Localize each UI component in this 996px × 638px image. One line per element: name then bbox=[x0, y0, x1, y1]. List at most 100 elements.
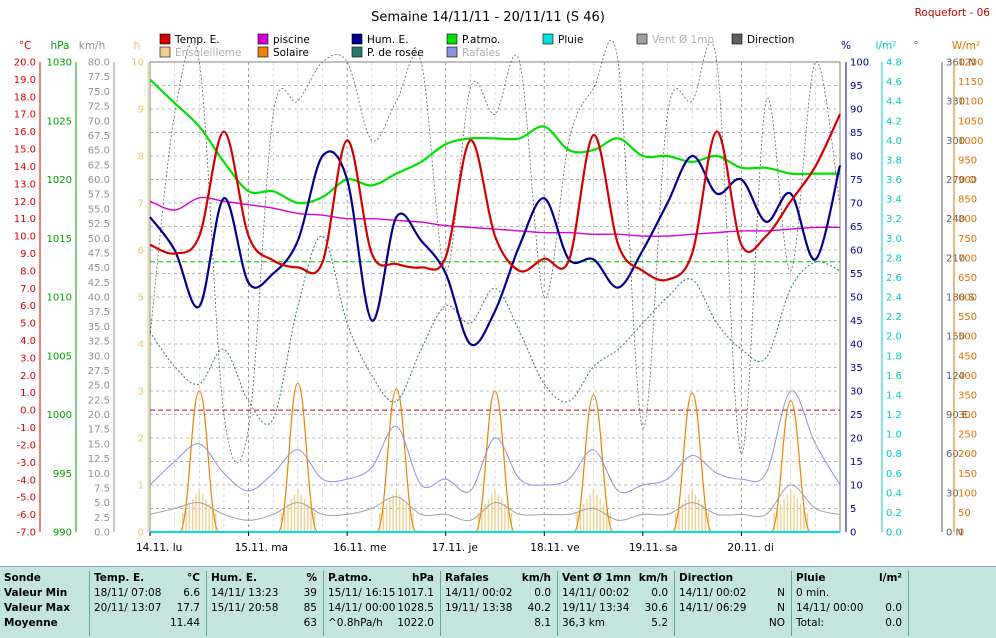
axis-tick-wind-29: 7.5 bbox=[94, 483, 110, 494]
x-tick-label-2: 16.11. me bbox=[333, 542, 386, 554]
axis-tick-temp-13: 7.0 bbox=[20, 284, 36, 295]
stats-patmo-date-1: 14/11/ 00:00 bbox=[328, 602, 396, 614]
stats-hum-date-1: 15/11/ 20:58 bbox=[211, 602, 279, 614]
axis-tick-wind-7: 62.5 bbox=[88, 160, 110, 171]
stats-vent-value-0: 0.0 bbox=[651, 587, 668, 599]
stats-rafales-row-1: 19/11/ 13:38 40.2 bbox=[445, 602, 551, 616]
chart-axes: °C20.019.018.017.016.015.014.013.012.011… bbox=[14, 40, 984, 539]
solar-peak-18 bbox=[573, 394, 615, 533]
axis-tick-sun-4: 6 bbox=[138, 246, 144, 257]
axis-tick-solar-1: 1150 bbox=[958, 77, 983, 88]
axis-tick-rain-12: 2.4 bbox=[886, 293, 902, 304]
axis-tick-rain-18: 1.2 bbox=[886, 410, 902, 421]
axis-unit-temp: °C bbox=[19, 40, 32, 52]
axis-tick-wind-22: 25.0 bbox=[88, 381, 110, 392]
axis-tick-solar-10: 700 bbox=[958, 253, 977, 264]
stats-label-min: Valeur Min bbox=[4, 587, 68, 599]
series-line-rafales bbox=[149, 390, 841, 494]
axis-tick-wind-17: 37.5 bbox=[88, 307, 110, 318]
axis-tick-solar-9: 750 bbox=[958, 234, 977, 245]
stats-vent-row-2: 36,3 km 5.2 bbox=[562, 617, 668, 631]
axis-tick-wind-3: 72.5 bbox=[88, 102, 110, 113]
axis-tick-rain-0: 4.8 bbox=[886, 58, 902, 69]
stats-rafales-header: Rafales bbox=[445, 572, 489, 584]
axis-tick-temp-15: 5.0 bbox=[20, 319, 36, 330]
stats-hum-value-2: 63 bbox=[303, 617, 317, 629]
axis-tick-temp-12: 8.0 bbox=[20, 266, 36, 277]
stats-rafales-unit: km/h bbox=[521, 572, 551, 584]
chart-background bbox=[0, 0, 996, 565]
axis-tick-hum-10: 50 bbox=[850, 293, 863, 304]
axis-tick-solar-0: 1200 bbox=[958, 58, 983, 69]
axis-tick-rain-2: 4.4 bbox=[886, 97, 902, 108]
legend-label-8: Solaire bbox=[273, 47, 309, 59]
stats-sonde: Sonde Valeur Min Valeur Max Moyenne bbox=[0, 567, 88, 638]
axis-tick-wind-2: 75.0 bbox=[88, 87, 110, 98]
axis-unit-dir: ° bbox=[913, 40, 918, 52]
legend-swatch-2 bbox=[351, 33, 363, 45]
axis-tick-dir-11: 30 bbox=[946, 488, 959, 499]
chart-legend: Temp. E. piscine Hum. E. P.atmo. Pluie Vent Ø… bbox=[159, 33, 794, 59]
axis-tick-wind-30: 5.0 bbox=[94, 498, 110, 509]
axis-tick-wind-12: 50.0 bbox=[88, 234, 110, 245]
axis-tick-hum-13: 35 bbox=[850, 363, 863, 374]
legend-swatch-7 bbox=[159, 46, 171, 58]
stats-hum-row-1: 15/11/ 20:58 85 bbox=[211, 602, 317, 616]
axis-tick-wind-23: 22.5 bbox=[88, 395, 110, 406]
axis-tick-temp-7: 13.0 bbox=[14, 179, 36, 190]
axis-tick-dir-1: 330 bbox=[946, 97, 965, 108]
axis-tick-wind-18: 35.0 bbox=[88, 322, 110, 333]
x-tick-label-6: 20.11. di bbox=[727, 542, 773, 554]
axis-tick-rain-8: 3.2 bbox=[886, 214, 902, 225]
stats-direction-row-0: 14/11/ 00:02 N bbox=[679, 587, 785, 601]
stats-direction-value-1: N bbox=[777, 602, 785, 614]
axis-tick-wind-27: 12.5 bbox=[88, 454, 110, 465]
axis-tick-wind-9: 57.5 bbox=[88, 190, 110, 201]
axis-tick-wind-26: 15.0 bbox=[88, 439, 110, 450]
axis-tick-temp-11: 9.0 bbox=[20, 249, 36, 260]
stats-pluie-date-0: 0 min. bbox=[796, 587, 830, 599]
stats-hum-date-0: 14/11/ 13:23 bbox=[211, 587, 279, 599]
stats-patmo-unit: hPa bbox=[412, 572, 434, 584]
axis-unit-solar: W/m² bbox=[952, 40, 980, 52]
axis-tick-hum-7: 65 bbox=[850, 222, 863, 233]
axis-tick-hum-16: 20 bbox=[850, 434, 863, 445]
stats-temp-value-1: 17.7 bbox=[176, 602, 200, 614]
axis-tick-temp-14: 6.0 bbox=[20, 301, 36, 312]
axis-tick-solar-16: 400 bbox=[958, 371, 977, 382]
axis-tick-hum-12: 40 bbox=[850, 340, 863, 351]
stats-hum-header: Hum. E. bbox=[211, 572, 258, 584]
axis-tick-temp-3: 17.0 bbox=[14, 110, 36, 121]
legend-swatch-5 bbox=[636, 33, 648, 45]
solar-peak-10 bbox=[375, 388, 417, 533]
axis-tick-wind-28: 10.0 bbox=[88, 469, 110, 480]
axis-tick-hum-6: 70 bbox=[850, 199, 863, 210]
stats-temp-row-2: 11.44 bbox=[94, 617, 200, 631]
axis-tick-temp-9: 11.0 bbox=[14, 214, 36, 225]
axis-tick-press-2: 1020 bbox=[47, 175, 72, 186]
axis-tick-rain-15: 1.8 bbox=[886, 351, 902, 362]
axis-tick-solar-23: 50 bbox=[958, 508, 971, 519]
axis-tick-temp-1: 19.0 bbox=[14, 75, 36, 86]
axis-tick-temp-26: -6.0 bbox=[16, 510, 36, 521]
stats-pluie-row-1: 14/11/ 00:00 0.0 bbox=[796, 602, 902, 616]
axis-tick-rain-7: 3.4 bbox=[886, 195, 902, 206]
legend-label-2: Hum. E. bbox=[367, 34, 408, 46]
stats-rafales-date-0: 14/11/ 00:02 bbox=[445, 587, 513, 599]
axis-tick-temp-22: -2.0 bbox=[16, 440, 36, 451]
axis-tick-solar-24: 0 bbox=[958, 528, 964, 539]
axis-tick-dir-6: 180 S bbox=[946, 293, 975, 304]
stats-patmo-header: P.atmo. bbox=[328, 572, 373, 584]
axis-tick-solar-4: 1000 bbox=[958, 136, 983, 147]
stats-temp-value-0: 6.6 bbox=[183, 587, 200, 599]
stats-vent-unit: km/h bbox=[638, 572, 668, 584]
axis-tick-hum-3: 85 bbox=[850, 128, 863, 139]
axis-tick-temp-0: 20.0 bbox=[14, 58, 36, 69]
axis-tick-dir-3: 270 O bbox=[946, 175, 976, 186]
stats-rafales-date-1: 19/11/ 13:38 bbox=[445, 602, 513, 614]
axis-tick-solar-21: 150 bbox=[958, 469, 977, 480]
x-tick-label-0: 14.11. lu bbox=[136, 542, 182, 554]
axis-unit-wind: km/h bbox=[79, 40, 106, 52]
axis-tick-solar-13: 550 bbox=[958, 312, 977, 323]
axis-tick-rain-17: 1.4 bbox=[886, 390, 902, 401]
